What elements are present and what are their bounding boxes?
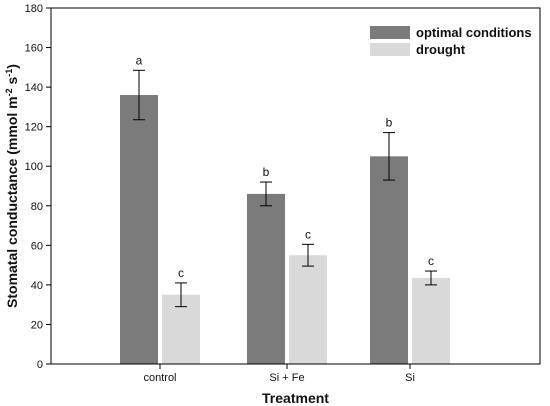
y-axis-title-exp2: -1 bbox=[4, 69, 14, 77]
legend-label: drought bbox=[416, 42, 466, 57]
bars-layer: a c b c b c bbox=[120, 53, 450, 365]
y-tick-label: 60 bbox=[31, 240, 43, 252]
y-tick-label: 140 bbox=[25, 82, 43, 94]
y-axis-title-end: ) bbox=[4, 64, 20, 69]
bar bbox=[412, 277, 450, 364]
significance-label: c bbox=[178, 266, 184, 280]
bar bbox=[370, 156, 408, 364]
y-tick-label: 160 bbox=[25, 43, 43, 55]
y-axis-title: Stomatal conductance (mmol m-2 s-1) bbox=[4, 64, 20, 308]
y-tick-label: 100 bbox=[25, 161, 43, 173]
y-axis-title-mid: s bbox=[4, 76, 20, 88]
bar bbox=[247, 193, 285, 364]
y-tick-label: 20 bbox=[31, 319, 43, 331]
y-axis-title-exp1: -2 bbox=[4, 88, 14, 96]
x-tick-label: control bbox=[143, 372, 176, 384]
y-tick-label: 180 bbox=[25, 3, 43, 15]
legend-swatch bbox=[370, 43, 410, 56]
legend-label: optimal conditions bbox=[416, 25, 532, 40]
significance-label: b bbox=[386, 116, 393, 130]
y-tick-label: 40 bbox=[31, 280, 43, 292]
bar bbox=[120, 95, 158, 365]
legend: optimal conditions drought bbox=[370, 25, 532, 57]
y-tick-label: 120 bbox=[25, 122, 43, 134]
x-tick-label: Si bbox=[405, 372, 415, 384]
significance-label: a bbox=[136, 53, 143, 67]
y-tick-label: 0 bbox=[37, 359, 43, 371]
x-axis-title: Treatment bbox=[262, 390, 329, 406]
y-tick-label: 80 bbox=[31, 201, 43, 213]
significance-label: b bbox=[263, 165, 270, 179]
legend-swatch bbox=[370, 26, 410, 39]
significance-label: c bbox=[305, 227, 311, 241]
plot-frame bbox=[50, 7, 541, 365]
y-axis-title-main: Stomatal conductance (mmol m bbox=[4, 96, 20, 308]
bar bbox=[289, 255, 327, 364]
x-tick-label: Si + Fe bbox=[269, 372, 304, 384]
axes-layer: 0 20 40 60 80 100 120 140 160 180 control Si + Fe Si bbox=[25, 3, 541, 384]
significance-label: c bbox=[428, 254, 434, 268]
